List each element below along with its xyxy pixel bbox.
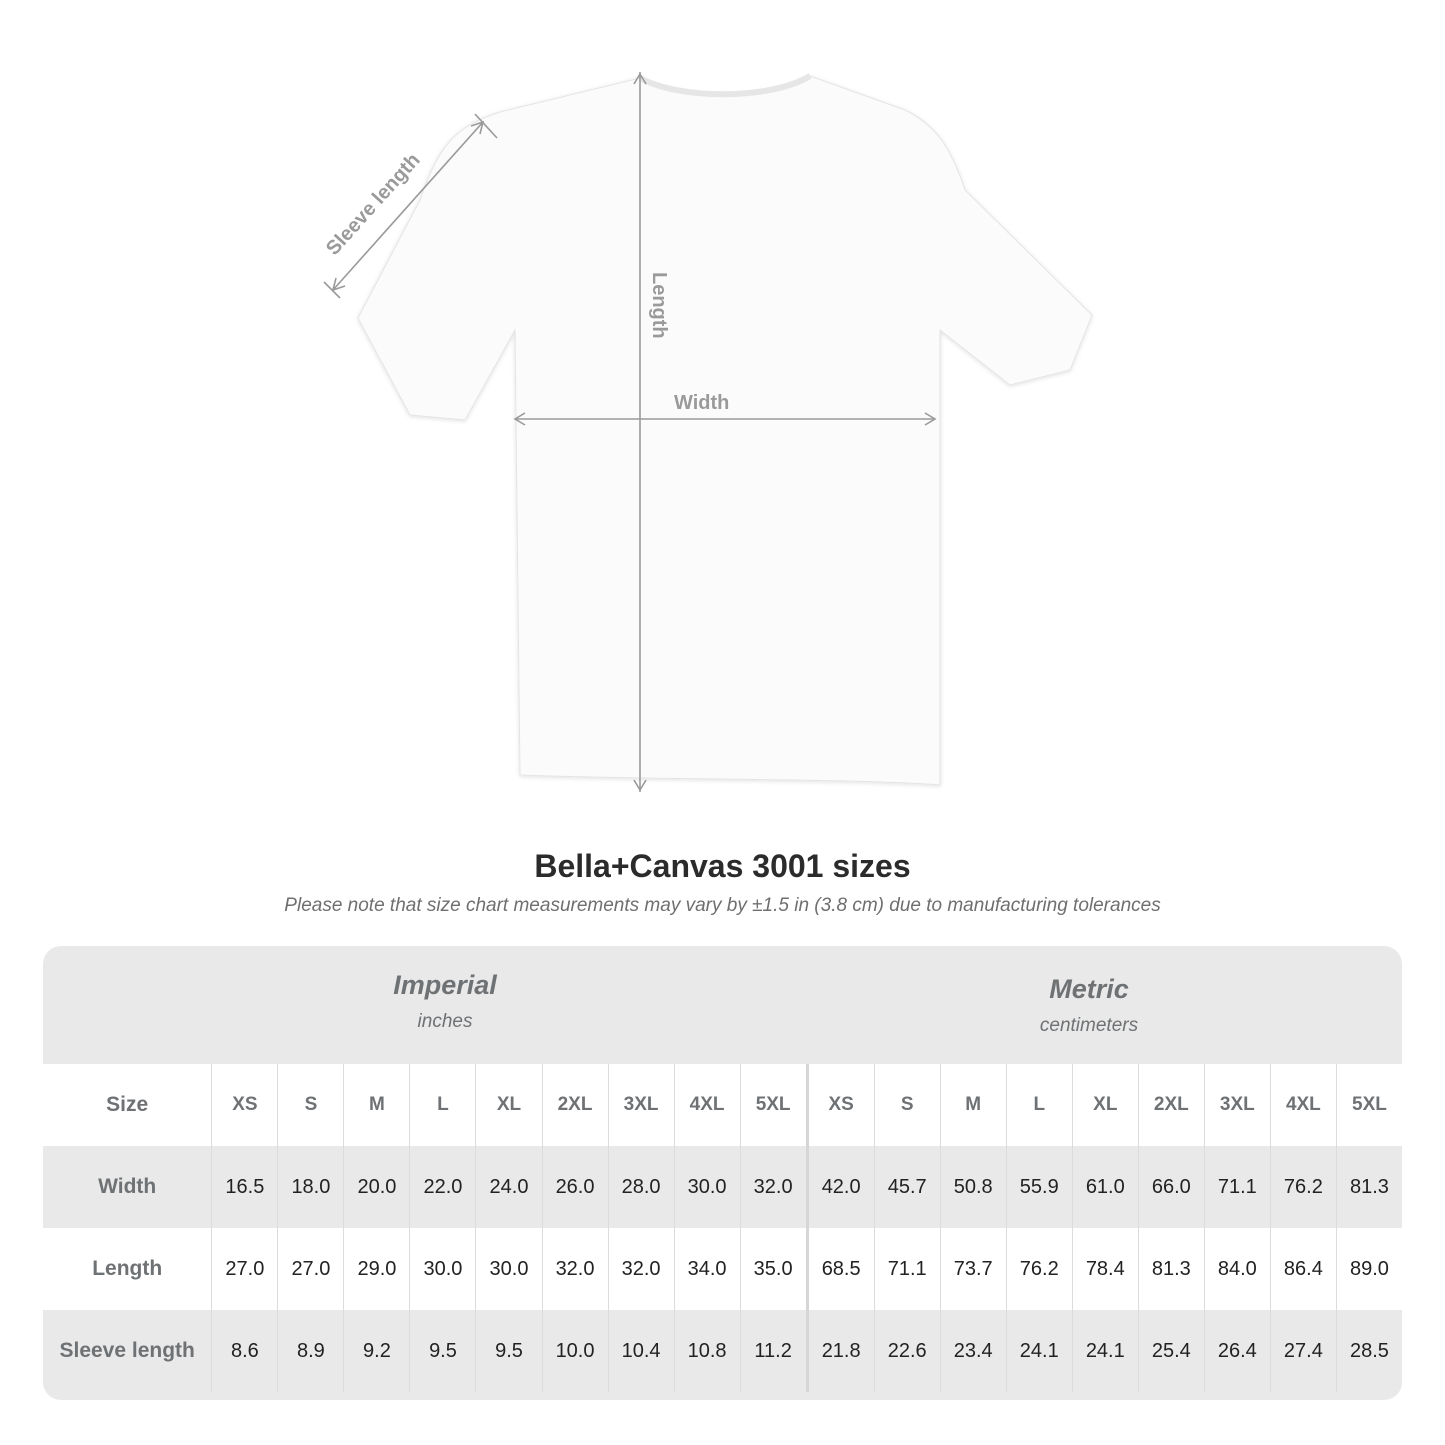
metric-size-header: XS <box>805 1064 875 1146</box>
metric-value-cell: 26.4 <box>1203 1310 1271 1392</box>
imperial-size-header: 2XL <box>541 1064 609 1146</box>
metric-value-cell: 86.4 <box>1269 1228 1337 1310</box>
metric-value-cell: 28.5 <box>1335 1310 1402 1392</box>
imperial-size-header: L <box>409 1064 476 1146</box>
imperial-value-cell: 32.0 <box>739 1146 808 1228</box>
imperial-value-cell: 10.8 <box>673 1310 741 1392</box>
imperial-value-cell: 22.0 <box>409 1146 476 1228</box>
imperial-value-cell: 24.0 <box>475 1146 543 1228</box>
metric-size-header: S <box>873 1064 941 1146</box>
metric-value-cell: 76.2 <box>1269 1146 1337 1228</box>
imperial-size-header: XS <box>211 1064 278 1146</box>
metric-value-cell: 24.1 <box>1071 1310 1139 1392</box>
imperial-value-cell: 34.0 <box>673 1228 741 1310</box>
imperial-value-cell: 27.0 <box>211 1228 278 1310</box>
imperial-value-cell: 28.0 <box>607 1146 675 1228</box>
tshirt-shape <box>357 75 1093 786</box>
metric-value-cell: 55.9 <box>1005 1146 1073 1228</box>
table-row: Width 16.5 18.0 20.0 22.0 24.0 26.0 28.0 30.0 32.… <box>43 1146 1402 1228</box>
metric-size-header: L <box>1005 1064 1073 1146</box>
table-row: Length 27.0 27.0 29.0 30.0 30.0 32.0 32.0 34.0 35… <box>43 1228 1402 1310</box>
imperial-value-cell: 30.0 <box>673 1146 741 1228</box>
metric-unit: centimeters <box>1039 1015 1139 1036</box>
row-header: Width <box>43 1146 212 1228</box>
imperial-size-header: 5XL <box>739 1064 808 1146</box>
size-header-row: Size XS S M L XL 2XL 3XL 4XL 5XL XS S M L XL 2XL 3XL 4XL 5… <box>43 1064 1402 1146</box>
imperial-size-header: S <box>277 1064 344 1146</box>
imperial-value-cell: 8.9 <box>277 1310 344 1392</box>
imperial-title: Imperial <box>393 970 497 1000</box>
row-header: Sleeve length <box>43 1310 212 1392</box>
imperial-value-cell: 9.2 <box>343 1310 410 1392</box>
metric-title: Metric <box>1049 974 1129 1004</box>
tshirt-diagram <box>323 72 1093 792</box>
imperial-value-cell: 9.5 <box>409 1310 476 1392</box>
imperial-size-header: 3XL <box>607 1064 675 1146</box>
size-table: Size XS S M L XL 2XL 3XL 4XL 5XL XS S M L XL 2XL 3XL 4XL 5… <box>43 1064 1402 1392</box>
metric-size-header: XL <box>1071 1064 1139 1146</box>
imperial-size-header: XL <box>475 1064 543 1146</box>
metric-value-cell: 45.7 <box>873 1146 941 1228</box>
metric-value-cell: 23.4 <box>939 1310 1007 1392</box>
width-label: Width <box>674 392 730 414</box>
metric-value-cell: 22.6 <box>873 1310 941 1392</box>
imperial-value-cell: 10.0 <box>541 1310 609 1392</box>
metric-value-cell: 81.3 <box>1137 1228 1205 1310</box>
metric-value-cell: 27.4 <box>1269 1310 1337 1392</box>
imperial-value-cell: 32.0 <box>541 1228 609 1310</box>
imperial-size-header: M <box>343 1064 410 1146</box>
metric-value-cell: 84.0 <box>1203 1228 1271 1310</box>
imperial-value-cell: 8.6 <box>211 1310 278 1392</box>
metric-size-header: 4XL <box>1269 1064 1337 1146</box>
imperial-value-cell: 27.0 <box>277 1228 344 1310</box>
imperial-value-cell: 10.4 <box>607 1310 675 1392</box>
metric-value-cell: 42.0 <box>805 1146 875 1228</box>
metric-value-cell: 71.1 <box>1203 1146 1271 1228</box>
metric-size-header: M <box>939 1064 1007 1146</box>
metric-size-header: 3XL <box>1203 1064 1271 1146</box>
imperial-unit: inches <box>417 1011 473 1032</box>
tolerance-note: Please note that size chart measurements… <box>284 895 1161 916</box>
metric-size-header: 2XL <box>1137 1064 1205 1146</box>
imperial-value-cell: 30.0 <box>475 1228 543 1310</box>
imperial-value-cell: 16.5 <box>211 1146 278 1228</box>
length-label: Length <box>648 272 670 339</box>
metric-value-cell: 50.8 <box>939 1146 1007 1228</box>
metric-value-cell: 25.4 <box>1137 1310 1205 1392</box>
metric-value-cell: 89.0 <box>1335 1228 1402 1310</box>
size-table-card: Imperial inches Metric centimeters Size X… <box>43 946 1402 1400</box>
imperial-value-cell: 32.0 <box>607 1228 675 1310</box>
imperial-value-cell: 20.0 <box>343 1146 410 1228</box>
metric-value-cell: 73.7 <box>939 1228 1007 1310</box>
metric-size-header: 5XL <box>1335 1064 1402 1146</box>
measurement-arrows <box>323 72 937 792</box>
imperial-value-cell: 30.0 <box>409 1228 476 1310</box>
row-header: Length <box>43 1228 212 1310</box>
imperial-value-cell: 26.0 <box>541 1146 609 1228</box>
metric-value-cell: 76.2 <box>1005 1228 1073 1310</box>
imperial-value-cell: 18.0 <box>277 1146 344 1228</box>
imperial-value-cell: 11.2 <box>739 1310 808 1392</box>
table-row: Sleeve length 8.6 8.9 9.2 9.5 9.5 10.0 10.4 10.8… <box>43 1310 1402 1392</box>
metric-value-cell: 24.1 <box>1005 1310 1073 1392</box>
imperial-value-cell: 35.0 <box>739 1228 808 1310</box>
imperial-value-cell: 29.0 <box>343 1228 410 1310</box>
metric-header: Metric centimeters <box>809 974 1369 1037</box>
imperial-value-cell: 9.5 <box>475 1310 543 1392</box>
chart-title: Bella+Canvas 3001 sizes <box>534 848 911 884</box>
metric-value-cell: 21.8 <box>805 1310 875 1392</box>
imperial-header: Imperial inches <box>215 970 675 1033</box>
metric-value-cell: 71.1 <box>873 1228 941 1310</box>
row-header: Size <box>43 1064 212 1146</box>
metric-value-cell: 66.0 <box>1137 1146 1205 1228</box>
metric-value-cell: 61.0 <box>1071 1146 1139 1228</box>
metric-value-cell: 68.5 <box>805 1228 875 1310</box>
metric-value-cell: 78.4 <box>1071 1228 1139 1310</box>
metric-value-cell: 81.3 <box>1335 1146 1402 1228</box>
imperial-size-header: 4XL <box>673 1064 741 1146</box>
